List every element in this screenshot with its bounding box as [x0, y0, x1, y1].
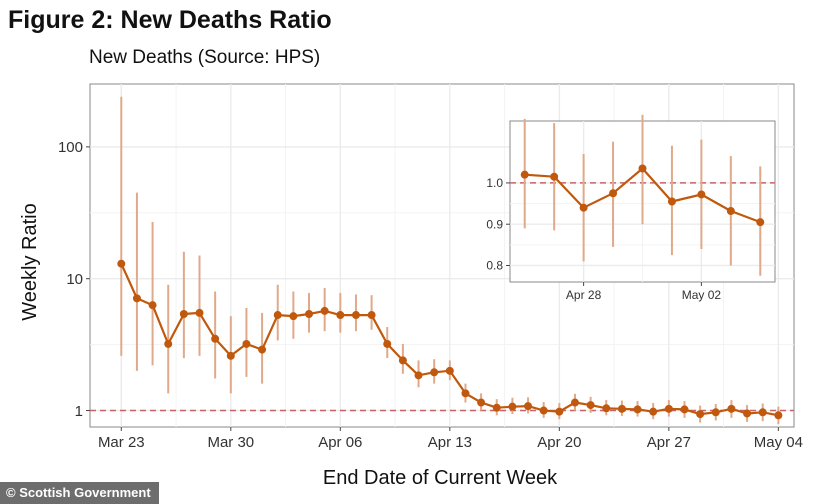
inset-plot-panel: 0.8 0.9 1.0 Apr 28 May 02	[486, 114, 776, 302]
data-point	[696, 410, 705, 419]
data-point	[727, 404, 736, 413]
data-point	[520, 170, 529, 179]
data-point	[756, 218, 765, 227]
y-tick-label: 0.9	[486, 217, 503, 231]
data-point	[398, 356, 407, 365]
data-point	[273, 311, 282, 320]
data-point	[226, 351, 235, 360]
data-point	[602, 404, 611, 413]
y-tick-label: 1	[75, 403, 83, 420]
credit-badge: © Scottish Government	[0, 482, 159, 504]
y-tick-label: 0.8	[486, 259, 503, 273]
data-point	[550, 172, 559, 181]
data-point	[351, 311, 360, 320]
y-tick-label: 10	[66, 271, 83, 288]
data-point	[445, 366, 454, 375]
x-tick-label: May 02	[682, 288, 722, 302]
data-point	[179, 309, 188, 318]
y-tick-label: 1.0	[486, 176, 503, 190]
y-axis-title: Weekly Ratio	[19, 203, 41, 320]
data-point	[305, 309, 314, 318]
data-point	[555, 407, 564, 416]
data-point	[148, 301, 157, 310]
data-point	[680, 405, 689, 414]
x-axis-title: End Date of Current Week	[323, 467, 558, 489]
data-point	[586, 401, 595, 410]
data-point	[508, 402, 517, 411]
data-point	[132, 294, 141, 303]
data-point	[711, 408, 720, 417]
x-tick-label: Apr 27	[647, 434, 691, 451]
x-tick-label: Apr 13	[428, 434, 472, 451]
data-point	[633, 405, 642, 414]
chart-subtitle: New Deaths (Source: HPS)	[89, 47, 321, 68]
figure-title: Figure 2: New Deaths Ratio	[8, 6, 332, 34]
data-point	[638, 164, 647, 173]
data-point	[649, 407, 658, 416]
data-point	[570, 398, 579, 407]
main-plot-panel: 1 10 100 Mar 23 Mar 30 Apr 06 Apr 13 Apr 20 Apr …	[58, 83, 803, 451]
data-point	[726, 206, 735, 215]
x-tick-label: May 04	[754, 434, 803, 451]
data-point	[289, 312, 298, 321]
data-point	[367, 311, 376, 320]
data-point	[336, 311, 345, 320]
data-point	[477, 398, 486, 407]
x-tick-label: Apr 06	[318, 434, 362, 451]
data-point	[164, 339, 173, 348]
data-point	[579, 203, 588, 212]
data-point	[664, 404, 673, 413]
data-point	[774, 411, 783, 420]
data-point	[758, 408, 767, 417]
data-point	[697, 190, 706, 199]
x-tick-label: Apr 28	[566, 288, 602, 302]
data-point	[461, 389, 470, 398]
data-point	[414, 371, 423, 380]
data-point	[492, 403, 501, 412]
data-point	[539, 406, 548, 415]
data-point	[117, 259, 126, 268]
x-tick-label: Mar 30	[207, 434, 254, 451]
data-point	[743, 409, 752, 418]
x-tick-label: Apr 20	[537, 434, 581, 451]
x-tick-label: Mar 23	[98, 434, 145, 451]
data-point	[667, 197, 676, 206]
data-point	[320, 306, 329, 315]
y-tick-label: 100	[58, 139, 83, 156]
data-point	[383, 339, 392, 348]
data-point	[430, 368, 439, 377]
data-point	[524, 402, 533, 411]
data-point	[195, 308, 204, 317]
data-point	[211, 334, 220, 343]
data-point	[609, 189, 618, 198]
data-point	[258, 345, 267, 354]
data-point	[242, 339, 251, 348]
data-point	[617, 404, 626, 413]
